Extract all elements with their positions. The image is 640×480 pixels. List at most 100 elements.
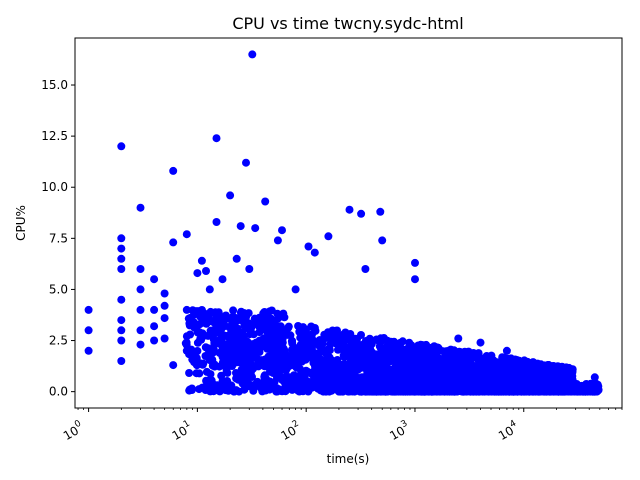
data-point [277,311,286,320]
data-point [392,373,401,382]
data-point [232,254,241,263]
data-point [136,305,145,314]
data-point [491,359,500,368]
data-point [188,355,197,364]
data-point [240,357,249,366]
data-point [333,326,341,335]
data-point [206,307,215,316]
data-point [473,368,482,376]
data-point [291,285,300,294]
data-point [460,350,469,359]
y-tick-label: 10.0 [41,180,68,194]
data-point [428,387,437,396]
data-point [369,364,378,373]
data-point [210,362,219,371]
data-point [200,331,209,340]
data-point [205,285,214,294]
data-point [401,347,410,356]
data-point [272,387,281,396]
x-tick-label: 102 [277,419,303,443]
data-point [226,191,235,200]
data-point [299,373,308,382]
data-point [191,307,200,316]
data-point [519,365,528,374]
data-point [229,306,238,315]
data-point [414,341,423,350]
data-point [469,349,478,357]
data-point [200,312,208,321]
data-point [302,366,311,375]
data-point [309,352,318,361]
data-point [561,387,570,395]
data-point [273,236,282,245]
data-point [182,338,191,347]
data-point [348,347,357,355]
y-tick-label: 5.0 [49,282,68,296]
data-point [221,386,230,395]
data-point [317,376,326,385]
data-point [434,343,443,352]
data-points [84,50,603,396]
data-point [383,345,391,354]
y-tick-label: 7.5 [49,231,68,245]
data-point [224,352,233,361]
data-point [198,318,207,327]
data-point [446,356,455,365]
data-point [389,338,398,347]
data-point [206,381,215,390]
data-point [250,380,259,389]
data-point [449,387,458,396]
data-point [210,386,219,395]
data-point [307,322,316,331]
data-point [528,361,537,370]
data-point [519,386,528,395]
data-point [117,265,126,273]
data-point [508,380,517,389]
data-point [219,313,228,322]
data-point [355,364,364,373]
data-point [206,370,215,379]
data-point [197,306,206,314]
data-point [185,369,194,377]
data-point [416,357,424,366]
data-point [240,385,249,394]
y-tick-label: 0.0 [49,385,68,399]
data-point [441,362,450,371]
data-point [182,305,191,314]
data-point [332,368,341,377]
data-point [331,361,340,369]
data-point [304,242,313,251]
data-point [298,327,307,336]
data-point [182,230,191,239]
data-point [394,343,403,351]
data-point [501,354,510,363]
data-point [301,355,310,364]
data-point [530,371,539,380]
data-point [286,331,295,340]
data-point [427,364,436,373]
data-point [324,232,333,241]
data-point [169,166,178,175]
data-point [248,50,257,59]
data-point [404,371,413,380]
data-point [353,339,362,348]
data-point [411,258,419,267]
data-point [236,222,245,231]
data-point [461,364,470,373]
data-point [201,352,210,360]
data-point [117,336,126,345]
data-point [160,334,169,343]
data-point [117,142,126,151]
x-tick-label: 100 [60,419,86,443]
data-point [390,383,399,392]
data-point [278,350,287,359]
data-point [532,380,541,389]
data-point [117,326,126,335]
x-tick-label: 103 [386,419,412,443]
data-point [497,381,506,390]
x-tick-label: 104 [495,419,521,443]
data-point [430,371,439,380]
data-point [242,158,250,167]
data-point [345,385,354,393]
